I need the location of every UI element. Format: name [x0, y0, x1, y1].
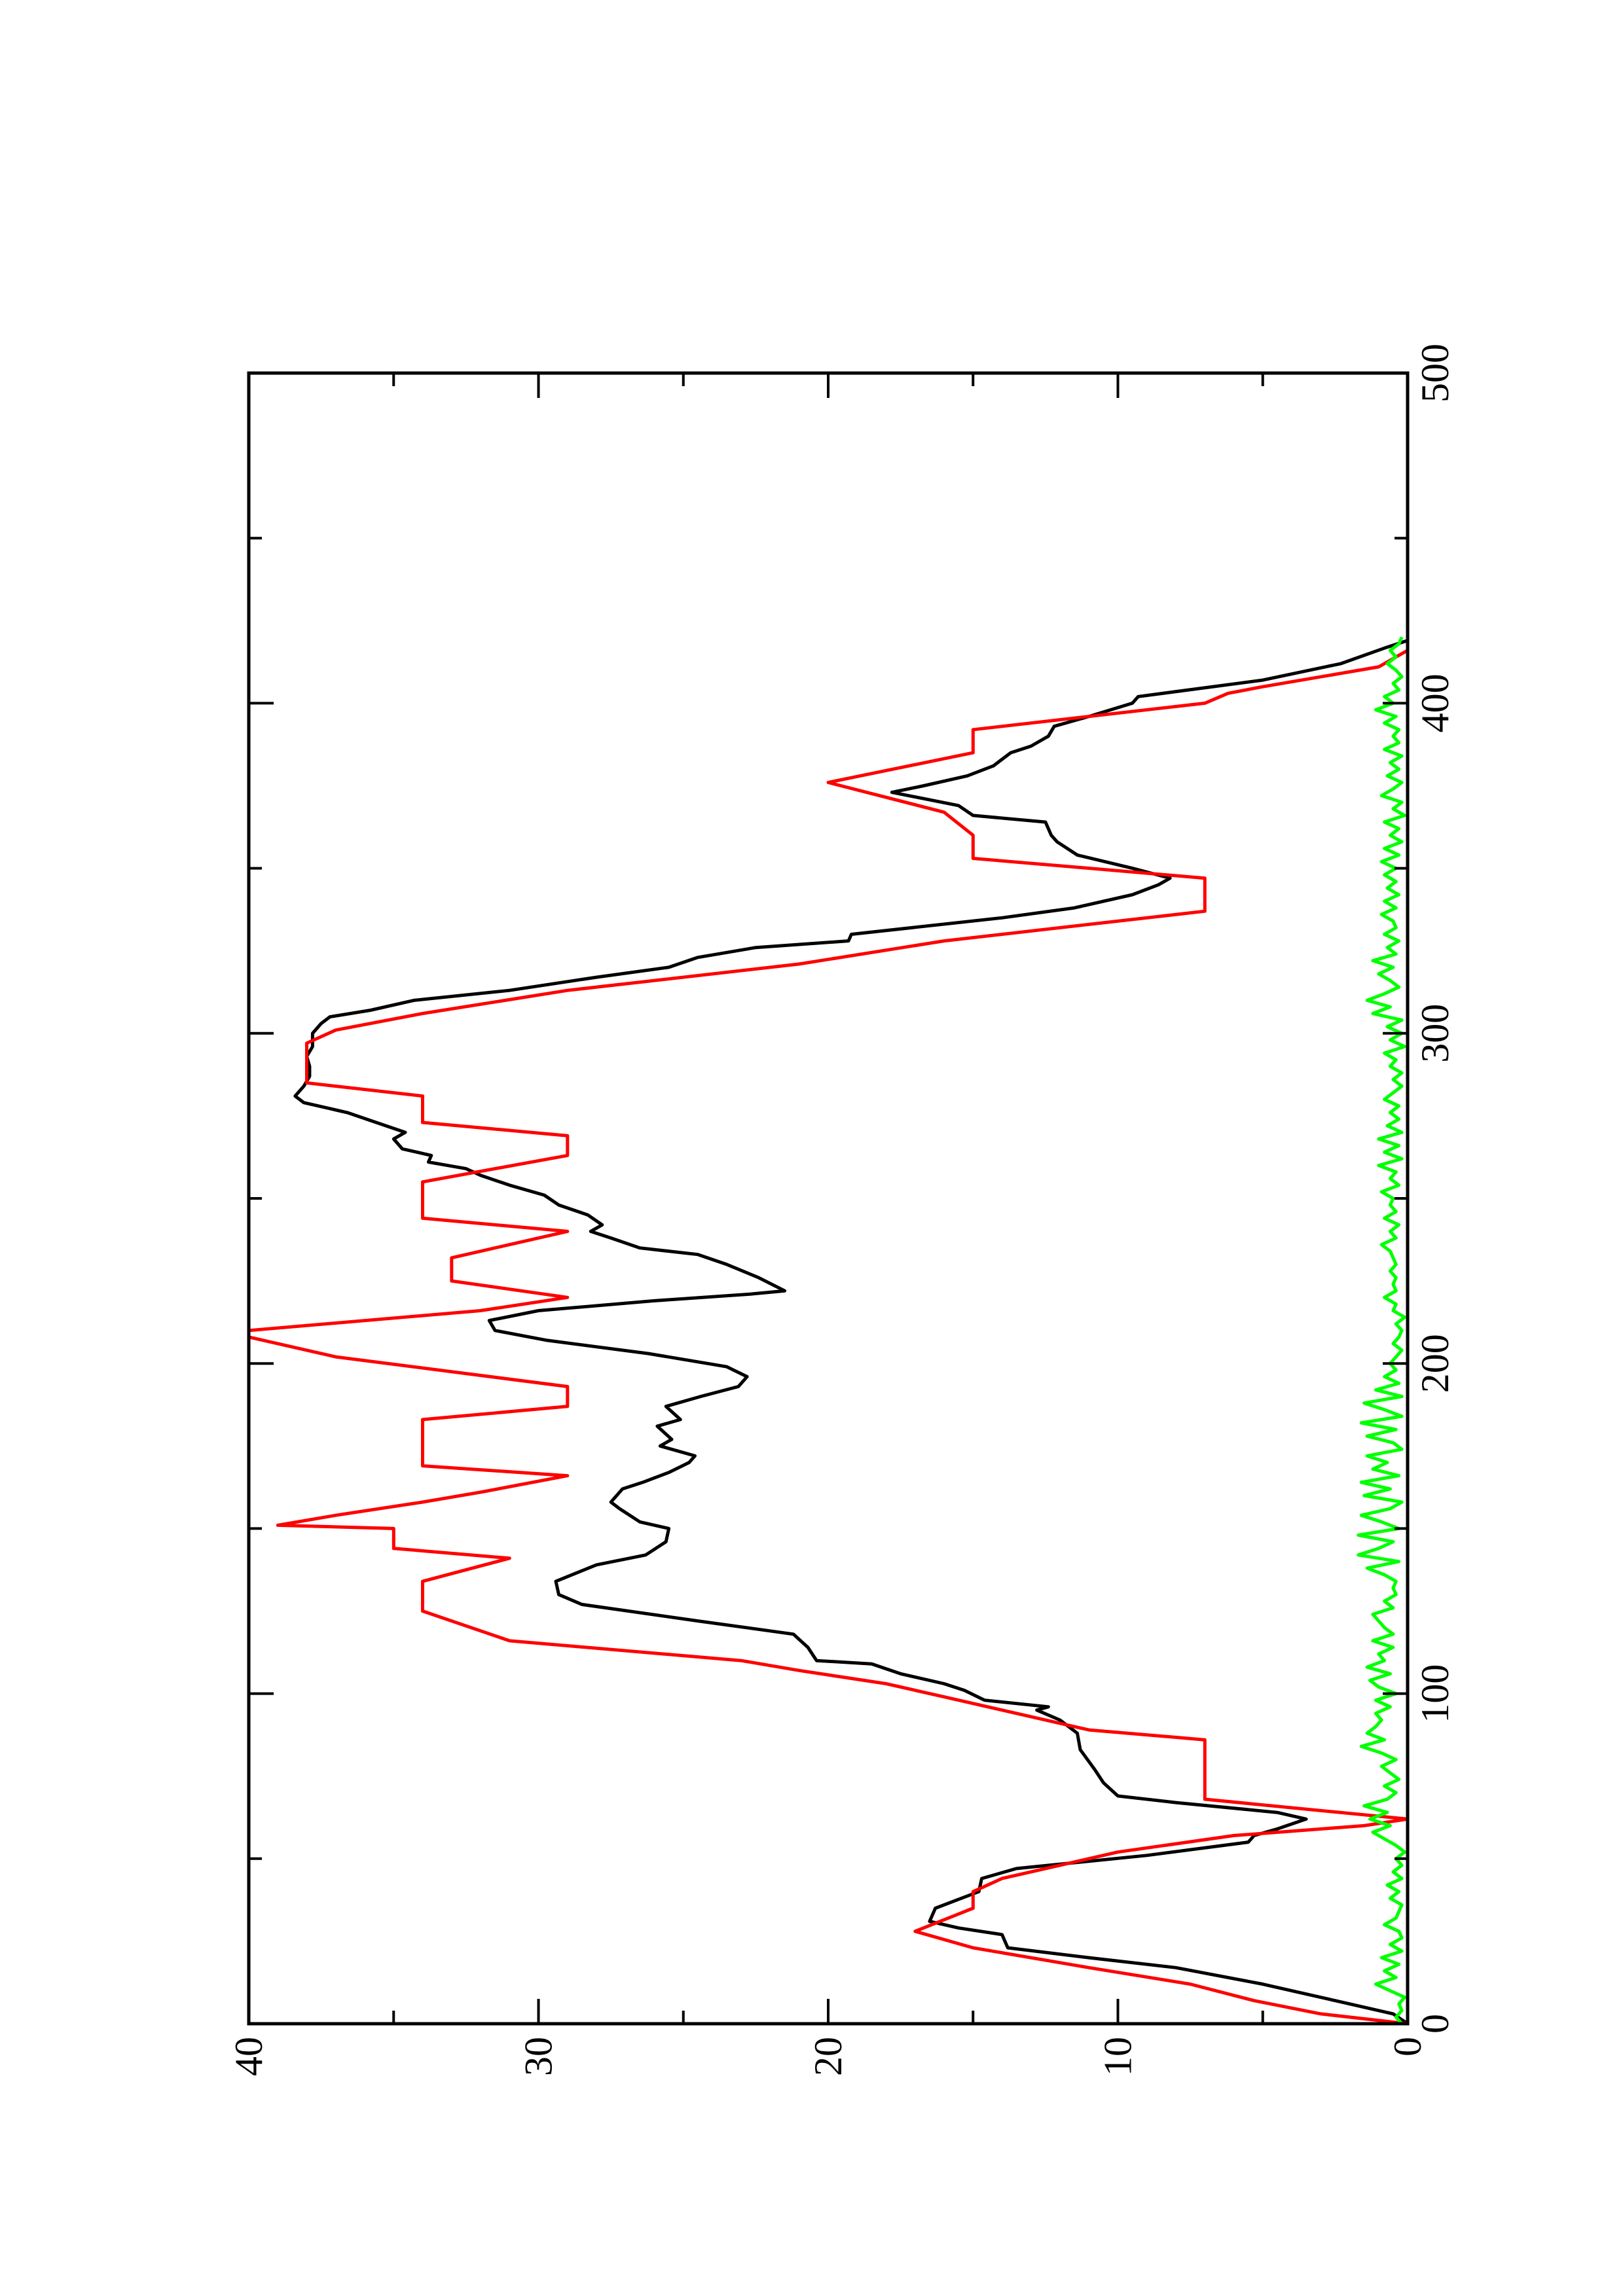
- x-tick-label: 0: [1413, 2014, 1457, 2034]
- tick-layer: 0 100 200 300 400 500 0 10 20 30 40: [227, 344, 1457, 2076]
- x-tick-label: 200: [1413, 1334, 1457, 1393]
- y-tick-label: 0: [1386, 2037, 1429, 2056]
- y-tick-label: 10: [1097, 2037, 1140, 2076]
- y-tick-label: 40: [227, 2037, 270, 2076]
- x-tick-label: 400: [1413, 673, 1457, 732]
- y-tick-label: 30: [517, 2037, 560, 2076]
- x-tick-label: 100: [1413, 1664, 1457, 1723]
- series-layer: [247, 636, 1410, 2026]
- series-line-1: [293, 639, 1409, 2026]
- x-tick-label: 500: [1413, 344, 1457, 403]
- x-tick-label: 300: [1413, 1004, 1457, 1063]
- y-tick-label: 20: [807, 2037, 850, 2076]
- series-line-2: [247, 649, 1410, 2026]
